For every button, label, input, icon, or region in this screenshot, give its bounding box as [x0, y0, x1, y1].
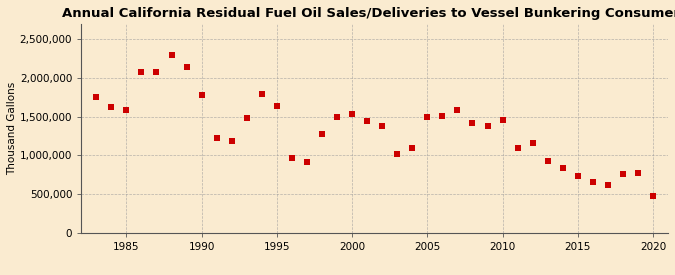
Point — [407, 146, 418, 150]
Point — [226, 138, 237, 143]
Point — [271, 104, 282, 108]
Title: Annual California Residual Fuel Oil Sales/Deliveries to Vessel Bunkering Consume: Annual California Residual Fuel Oil Sale… — [61, 7, 675, 20]
Point — [256, 92, 267, 97]
Point — [512, 146, 523, 150]
Point — [121, 108, 132, 113]
Point — [558, 166, 568, 170]
Point — [91, 95, 102, 100]
Point — [437, 114, 448, 118]
Point — [497, 118, 508, 123]
Point — [331, 115, 342, 120]
Point — [136, 70, 147, 74]
Point — [362, 119, 373, 123]
Point — [196, 93, 207, 97]
Point — [392, 152, 402, 157]
Point — [211, 136, 222, 141]
Point — [482, 124, 493, 128]
Point — [632, 171, 643, 175]
Point — [242, 116, 252, 120]
Point — [151, 70, 162, 74]
Point — [587, 179, 598, 184]
Point — [317, 131, 327, 136]
Point — [377, 124, 387, 128]
Point — [422, 115, 433, 120]
Point — [166, 53, 177, 57]
Y-axis label: Thousand Gallons: Thousand Gallons — [7, 82, 17, 175]
Point — [302, 160, 313, 164]
Point — [181, 65, 192, 69]
Point — [603, 182, 614, 187]
Point — [572, 174, 583, 178]
Point — [467, 121, 478, 125]
Point — [527, 141, 538, 145]
Point — [106, 105, 117, 109]
Point — [618, 172, 628, 176]
Point — [542, 159, 553, 164]
Point — [452, 108, 463, 112]
Point — [286, 156, 297, 161]
Point — [347, 112, 358, 117]
Point — [647, 194, 658, 198]
